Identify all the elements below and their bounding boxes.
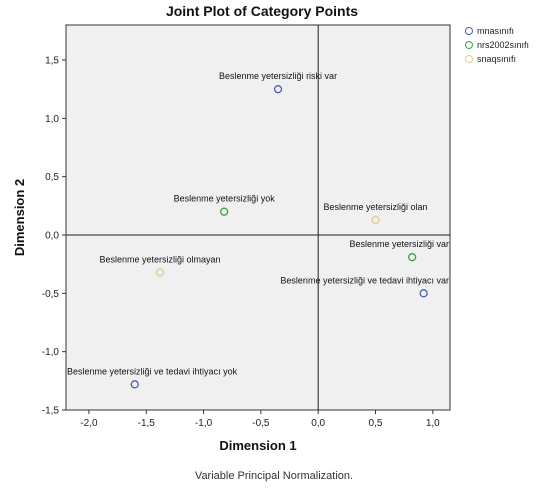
data-point	[273, 85, 283, 94]
point-label: Beslenme yetersizliği olan	[323, 202, 427, 212]
legend-marker-snaqsinifi	[465, 55, 473, 63]
point-label: Beslenme yetersizliği olmayan	[99, 254, 220, 264]
x-tick-label: -2,0	[80, 418, 98, 429]
y-tick-label: 0,0	[45, 231, 59, 242]
point-label: Beslenme yetersizliği var	[349, 239, 449, 249]
x-tick-label: 0,5	[369, 418, 383, 429]
legend-item: snaqsınıfı	[465, 52, 529, 66]
legend-item: mnasınıfı	[465, 24, 529, 38]
legend-label: mnasınıfı	[477, 26, 515, 36]
data-point	[130, 380, 139, 389]
chart-title: Joint Plot of Category Points	[166, 3, 358, 19]
legend-marker-nrs2002sinifi	[465, 41, 473, 49]
point-label: Beslenme yetersizliği ve tedavi ihtiyacı…	[67, 366, 238, 376]
y-tick-label: 0,5	[45, 172, 59, 183]
legend-label: nrs2002sınıfı	[477, 40, 530, 50]
point-label: Beslenme yetersizliği yok	[174, 194, 276, 204]
y-tick-label: 1,0	[45, 114, 59, 125]
y-tick-label: -0,5	[42, 289, 60, 300]
y-tick-label: 1,5	[45, 56, 59, 67]
data-point	[419, 289, 428, 298]
point-label: Beslenme yetersizliği riski var	[219, 71, 337, 81]
x-tick-label: -0,5	[252, 418, 270, 429]
legend: mnasınıfı nrs2002sınıfı snaqsınıfı	[465, 24, 529, 66]
y-tick-label: -1,0	[42, 347, 60, 358]
x-axis-label: Dimension 1	[219, 438, 296, 453]
y-tick-label: -1,5	[42, 406, 60, 417]
x-tick-label: 0,0	[311, 418, 325, 429]
legend-item: nrs2002sınıfı	[465, 38, 529, 52]
x-tick-label: -1,5	[138, 418, 156, 429]
data-point	[155, 268, 165, 277]
x-tick-label: 1,0	[426, 418, 440, 429]
legend-label: snaqsınıfı	[477, 54, 517, 64]
y-axis-label: Dimension 2	[12, 179, 27, 256]
data-point	[408, 253, 417, 262]
plot-area	[65, 24, 451, 411]
point-label: Beslenme yetersizliği ve tedavi ihtiyacı…	[280, 275, 449, 285]
data-point	[371, 215, 380, 224]
data-point	[220, 207, 229, 216]
legend-marker-mnasinifi	[465, 27, 473, 35]
x-tick-label: -1,0	[195, 418, 213, 429]
footnote: Variable Principal Normalization.	[194, 470, 354, 482]
